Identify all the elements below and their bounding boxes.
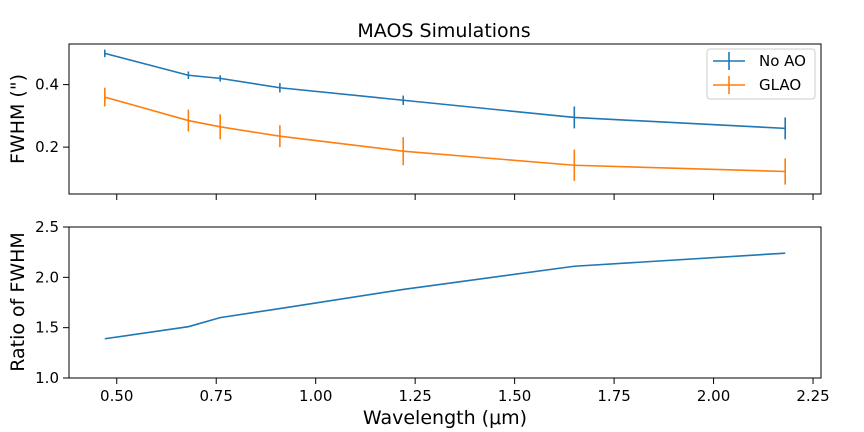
bottom-x-tick-label: 0.50: [100, 387, 133, 405]
legend-items: No AO GLAO: [713, 52, 806, 94]
bottom-y-tick-label: 2.5: [35, 218, 59, 236]
bottom-y-ticks: 1.0 1.5 2.0 2.5: [35, 218, 69, 387]
bottom-series-group: [104, 252, 786, 340]
bottom-x-tick-label: 1.00: [299, 387, 332, 405]
bottom-x-tick-label: 2.00: [697, 387, 730, 405]
bottom-x-tick-label: 1.25: [398, 387, 431, 405]
series-line-glao: [104, 96, 786, 173]
legend-label: No AO: [759, 52, 806, 70]
x-axis-label: Wavelength (μm): [363, 407, 527, 429]
bottom-x-tick-label: 2.25: [796, 387, 829, 405]
legend-label: GLAO: [759, 76, 801, 94]
bottom-x-tick-label: 1.75: [597, 387, 630, 405]
top-y-ticks: 0.2 0.4: [35, 76, 69, 156]
bottom-y-axis-label: Ratio of FWHM: [7, 232, 29, 372]
top-chart-title: MAOS Simulations: [357, 20, 530, 42]
bottom-x-tick-label: 1.50: [498, 387, 531, 405]
bottom-y-tick-label: 1.5: [35, 319, 59, 337]
top-y-tick-label: 0.2: [35, 138, 59, 156]
bottom-y-tick-label: 2.0: [35, 268, 59, 286]
series-line-ratio: [104, 252, 786, 340]
bottom-x-ticks: 0.50 0.75 1.00 1.25 1.50 1.75 2.00 2.25: [100, 378, 830, 405]
top-panel: MAOS Simulations 0.2 0.4 FWHM (") No AO GL…: [7, 20, 822, 200]
top-series-group: [104, 49, 786, 185]
bottom-x-tick-label: 0.75: [200, 387, 233, 405]
top-y-axis-label: FWHM ("): [7, 74, 29, 164]
series-line-no-ao: [104, 52, 786, 130]
bottom-panel: 1.0 1.5 2.0 2.5 0.50 0.75 1.00 1.25 1.50 1.75 2.0…: [7, 218, 830, 429]
top-y-tick-label: 0.4: [35, 76, 59, 94]
top-plot-frame: [68, 43, 822, 195]
legend: No AO GLAO: [706, 48, 816, 100]
top-x-ticks: [116, 194, 814, 200]
bottom-plot-frame: [68, 226, 822, 379]
bottom-y-tick-label: 1.0: [35, 369, 59, 387]
